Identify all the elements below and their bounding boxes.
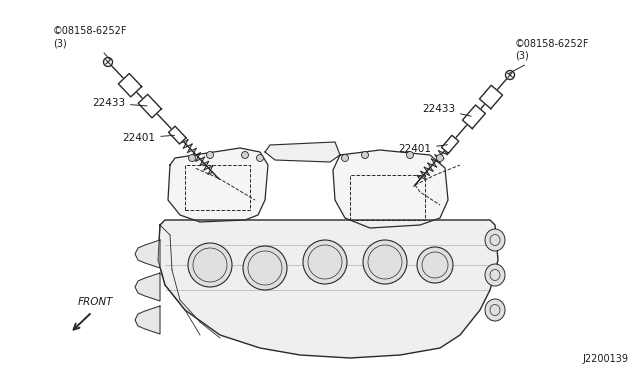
Polygon shape <box>265 142 340 162</box>
Text: 22401: 22401 <box>122 133 175 143</box>
Ellipse shape <box>485 299 505 321</box>
Circle shape <box>506 71 515 80</box>
Circle shape <box>303 240 347 284</box>
Polygon shape <box>118 74 141 97</box>
Polygon shape <box>168 126 186 144</box>
Text: J2200139: J2200139 <box>582 354 628 364</box>
Text: 22433: 22433 <box>92 98 147 108</box>
Polygon shape <box>168 148 268 222</box>
Circle shape <box>189 154 195 161</box>
Polygon shape <box>138 94 161 118</box>
Text: 22433: 22433 <box>422 104 471 116</box>
Circle shape <box>207 151 214 158</box>
Polygon shape <box>135 273 160 301</box>
Polygon shape <box>463 105 485 129</box>
Polygon shape <box>135 240 160 268</box>
Polygon shape <box>442 135 459 153</box>
Polygon shape <box>333 150 448 228</box>
Ellipse shape <box>485 229 505 251</box>
Circle shape <box>188 243 232 287</box>
Polygon shape <box>479 85 502 109</box>
Polygon shape <box>135 306 160 334</box>
Bar <box>350 175 425 220</box>
Circle shape <box>406 151 413 158</box>
Ellipse shape <box>485 264 505 286</box>
Bar <box>185 165 250 210</box>
Circle shape <box>363 240 407 284</box>
Text: 22401: 22401 <box>398 144 447 154</box>
Polygon shape <box>158 220 498 358</box>
Circle shape <box>342 154 349 161</box>
Text: ©08158-6252F
(3): ©08158-6252F (3) <box>508 39 589 74</box>
Text: ©08158-6252F
(3): ©08158-6252F (3) <box>53 26 127 60</box>
Circle shape <box>362 151 369 158</box>
Circle shape <box>243 246 287 290</box>
Circle shape <box>257 154 264 161</box>
Circle shape <box>241 151 248 158</box>
Circle shape <box>104 58 113 67</box>
Circle shape <box>436 154 444 161</box>
Text: FRONT: FRONT <box>77 297 113 307</box>
Circle shape <box>417 247 453 283</box>
